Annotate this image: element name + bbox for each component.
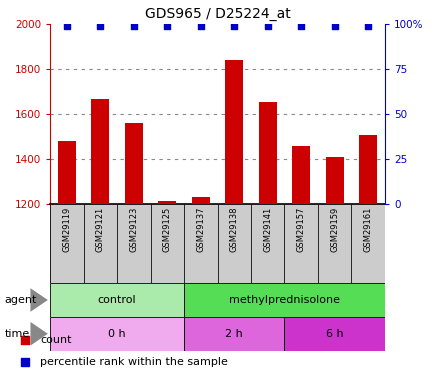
Text: GSM29119: GSM29119	[62, 207, 71, 252]
Point	[130, 23, 137, 29]
Text: GSM29159: GSM29159	[329, 207, 339, 252]
Bar	[91, 99, 109, 204]
Text: 2 h: 2 h	[225, 329, 243, 339]
Bar	[291, 146, 310, 204]
FancyBboxPatch shape	[351, 204, 384, 283]
FancyBboxPatch shape	[50, 283, 184, 317]
Bar	[258, 102, 276, 204]
Point	[328, 30, 335, 36]
Text: GSM29137: GSM29137	[196, 207, 205, 252]
Text: GSM29123: GSM29123	[129, 207, 138, 252]
FancyBboxPatch shape	[83, 204, 117, 283]
Text: 6 h: 6 h	[325, 329, 343, 339]
FancyBboxPatch shape	[150, 204, 184, 283]
Point	[197, 23, 204, 29]
FancyBboxPatch shape	[284, 317, 384, 351]
FancyBboxPatch shape	[50, 204, 83, 283]
FancyBboxPatch shape	[317, 204, 351, 283]
Bar	[358, 135, 377, 204]
Point	[164, 23, 171, 29]
FancyBboxPatch shape	[284, 204, 317, 283]
Polygon shape	[30, 288, 48, 312]
Text: GSM29125: GSM29125	[162, 207, 171, 252]
Text: GSM29141: GSM29141	[263, 207, 272, 252]
FancyBboxPatch shape	[50, 317, 184, 351]
Bar	[224, 60, 243, 204]
Point	[230, 23, 237, 29]
Polygon shape	[30, 322, 48, 346]
FancyBboxPatch shape	[50, 204, 384, 283]
Point	[331, 23, 338, 29]
Text: GSM29138: GSM29138	[229, 207, 238, 252]
Point	[264, 23, 271, 29]
Bar	[325, 157, 343, 204]
FancyBboxPatch shape	[184, 204, 217, 283]
FancyBboxPatch shape	[117, 204, 150, 283]
Text: GSM29157: GSM29157	[296, 207, 305, 252]
Bar	[158, 201, 176, 204]
FancyBboxPatch shape	[184, 317, 284, 351]
Text: agent: agent	[4, 295, 36, 305]
Point	[297, 23, 304, 29]
Bar	[124, 123, 143, 204]
Point	[364, 23, 371, 29]
Title: GDS965 / D25224_at: GDS965 / D25224_at	[144, 7, 290, 21]
FancyBboxPatch shape	[250, 204, 284, 283]
Text: time: time	[4, 329, 30, 339]
FancyBboxPatch shape	[217, 204, 250, 283]
Point	[328, 235, 335, 241]
Text: GSM29121: GSM29121	[95, 207, 105, 252]
FancyBboxPatch shape	[184, 283, 384, 317]
Point	[63, 23, 70, 29]
Text: control: control	[98, 295, 136, 305]
Text: count: count	[40, 335, 71, 345]
Text: methylprednisolone: methylprednisolone	[228, 295, 339, 305]
Bar	[191, 196, 210, 204]
Text: 0 h: 0 h	[108, 329, 125, 339]
Point	[97, 23, 104, 29]
Text: GSM29161: GSM29161	[363, 207, 372, 252]
Bar	[57, 141, 76, 204]
Text: percentile rank within the sample: percentile rank within the sample	[40, 357, 227, 368]
